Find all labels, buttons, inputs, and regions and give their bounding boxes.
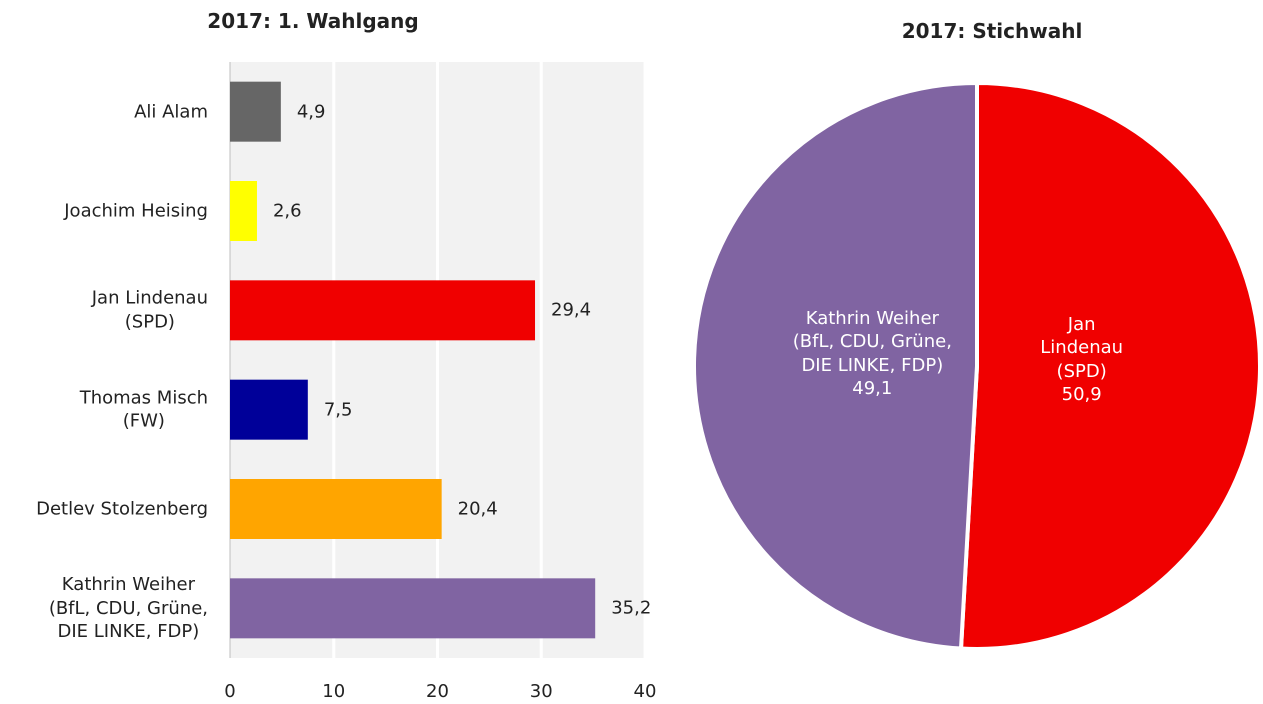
x-tick-label: 0: [224, 681, 236, 702]
slice-name: Jan Lindenau (SPD): [1040, 313, 1124, 382]
category-label: Detlev Stolzenberg: [36, 498, 208, 520]
bar: [230, 181, 257, 241]
slice-value: 50,9: [1061, 383, 1102, 405]
category-label: Ali Alam: [134, 100, 208, 122]
value-label: 35,2: [611, 597, 652, 619]
value-label: 7,5: [323, 398, 353, 420]
bar: [230, 479, 442, 539]
bar: [230, 81, 281, 142]
slice-label: Kathrin Weiher (BfL, CDU, Grüne, DIE LIN…: [793, 307, 952, 401]
chart-title: 2017: 1. Wahlgang: [207, 9, 419, 33]
bar: [230, 379, 308, 440]
category-label: Kathrin Weiher (BfL, CDU, Grüne, DIE LIN…: [48, 574, 208, 643]
bar: [230, 280, 536, 341]
pie-slice: [958, 80, 1262, 651]
x-tick-label: 30: [529, 681, 553, 702]
pie-slice: [691, 80, 979, 651]
x-tick-label: 10: [322, 681, 346, 702]
chart-title: 2017: Stichwahl: [901, 19, 1083, 43]
slice-label: Jan Lindenau (SPD) 50,9: [1040, 313, 1123, 407]
x-tick-label: 20: [426, 681, 449, 702]
category-label: Joachim Heising: [64, 200, 208, 222]
bar: [230, 578, 596, 639]
value-label: 20,4: [457, 498, 498, 520]
category-label: Thomas Misch (FW): [79, 387, 208, 432]
slice-name: Kathrin Weiher (BfL, CDU, Grüne, DIE LIN…: [792, 307, 952, 376]
value-label: 2,6: [272, 200, 302, 222]
slice-value: 49,1: [852, 378, 893, 400]
category-label: Jan Lindenau (SPD): [91, 287, 208, 333]
x-tick-label: 40: [633, 681, 657, 702]
value-label: 29,4: [551, 299, 592, 321]
value-label: 4,9: [296, 100, 326, 122]
